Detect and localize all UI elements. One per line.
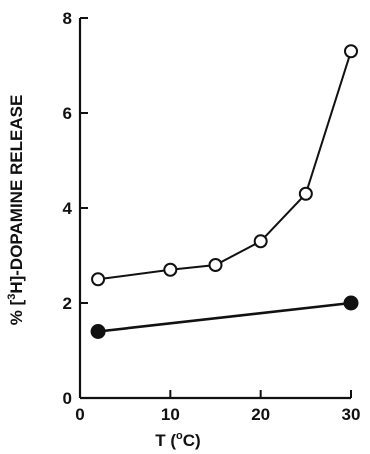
x-tick-label: 30 bbox=[342, 405, 361, 424]
filled-circle-series bbox=[90, 295, 359, 339]
y-tick-label: 2 bbox=[63, 294, 72, 313]
series-group bbox=[90, 44, 359, 339]
open-circle-series bbox=[91, 44, 358, 287]
filled-circle-point bbox=[343, 295, 359, 311]
open-circle-point bbox=[298, 186, 313, 201]
open-circle-series-line bbox=[97, 50, 352, 281]
y-tick-label: 4 bbox=[63, 199, 73, 218]
open-circle-point bbox=[208, 258, 223, 272]
filled-circle-series-line bbox=[97, 301, 352, 333]
open-circle-point bbox=[253, 234, 268, 249]
y-tick-label: 8 bbox=[63, 9, 72, 28]
filled-circle-point bbox=[90, 324, 106, 339]
y-axis-title: % [3H]-DOPAMINE RELEASE bbox=[6, 95, 26, 326]
x-tick-label: 10 bbox=[161, 405, 180, 424]
y-tick-label: 0 bbox=[63, 389, 72, 408]
y-tick-label: 6 bbox=[63, 104, 72, 123]
axes bbox=[78, 18, 351, 400]
x-axis-title: T (oC) bbox=[155, 430, 200, 450]
open-circle-point bbox=[91, 272, 106, 287]
open-circle-point bbox=[163, 262, 178, 277]
ticks: 0 2 4 6 8 0 10 20 30 bbox=[63, 9, 361, 424]
open-circle-point bbox=[344, 44, 358, 59]
x-tick-label: 0 bbox=[75, 405, 84, 424]
x-tick-label: 20 bbox=[251, 405, 270, 424]
